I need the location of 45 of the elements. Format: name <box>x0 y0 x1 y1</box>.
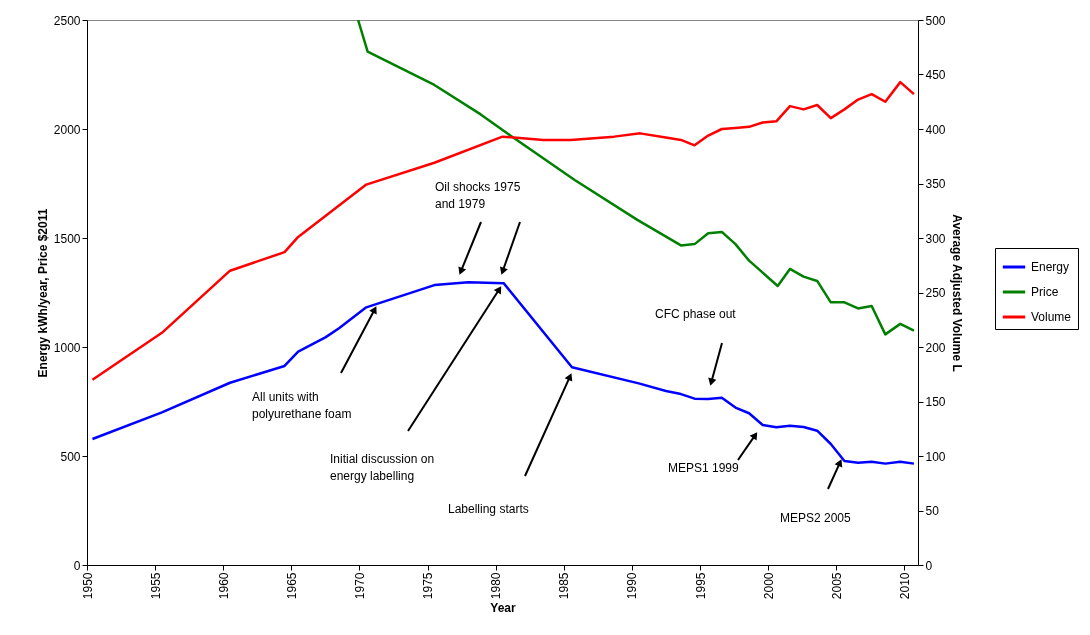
x-tick-label: 1990 <box>625 572 640 600</box>
annotation: MEPS1 1999 <box>668 461 740 475</box>
y2-tick-label: 250 <box>925 286 946 300</box>
y-tick-label: 500 <box>60 449 81 464</box>
legend-label: Energy <box>1031 260 1070 274</box>
y2-tick-label: 200 <box>925 340 946 355</box>
y-tick-label: 1000 <box>53 340 81 355</box>
legend-label: Volume <box>1031 310 1072 324</box>
y2-axis-title: Average Adjusted Volume L <box>949 214 964 372</box>
x-tick-label: 1965 <box>284 572 299 600</box>
y2-tick-label: 150 <box>925 395 946 409</box>
x-tick-label: 1960 <box>216 572 231 600</box>
x-tick-label: 1985 <box>557 572 572 600</box>
y-tick-label: 0 <box>73 558 81 573</box>
annotation: Labelling starts <box>448 502 529 516</box>
y-tick-label: 1500 <box>53 231 81 246</box>
x-tick-label: 1955 <box>148 572 163 600</box>
y-tick-label: 2500 <box>53 13 81 28</box>
y2-tick-label: 450 <box>925 68 946 82</box>
y2-tick-label: 0 <box>925 558 933 573</box>
annotation: MEPS2 2005 <box>780 511 852 525</box>
y-axis-title: Energy kWh/year, Price $2011 <box>35 208 50 378</box>
y2-tick-label: 100 <box>925 449 946 464</box>
x-tick-label: 2005 <box>829 572 844 600</box>
legend-label: Price <box>1031 285 1059 299</box>
x-tick-label: 2000 <box>761 572 776 600</box>
annotation: CFC phase out <box>655 307 737 321</box>
x-tick-label: 2010 <box>897 572 912 600</box>
annotation: All units with polyurethane foam <box>252 390 352 421</box>
x-tick-label: 1995 <box>693 572 708 600</box>
x-tick-label: 1950 <box>80 572 95 600</box>
line-series <box>356 20 916 336</box>
x-axis-title: Year <box>490 601 517 616</box>
y2-tick-label: 50 <box>925 504 940 518</box>
y2-tick-label: 350 <box>925 177 946 191</box>
y-tick-label: 2000 <box>53 122 81 137</box>
y2-tick-label: 500 <box>925 13 946 28</box>
x-tick-label: 1980 <box>489 572 504 600</box>
x-tick-label: 1975 <box>421 572 436 600</box>
line-series <box>91 80 916 381</box>
annotation: Initial discussion on energy labelling <box>330 452 435 483</box>
y2-tick-label: 300 <box>925 231 946 246</box>
y2-tick-label: 400 <box>925 122 946 137</box>
x-tick-label: 1970 <box>352 572 367 600</box>
annotation: Oil shocks 1975 and 1979 <box>435 180 521 211</box>
